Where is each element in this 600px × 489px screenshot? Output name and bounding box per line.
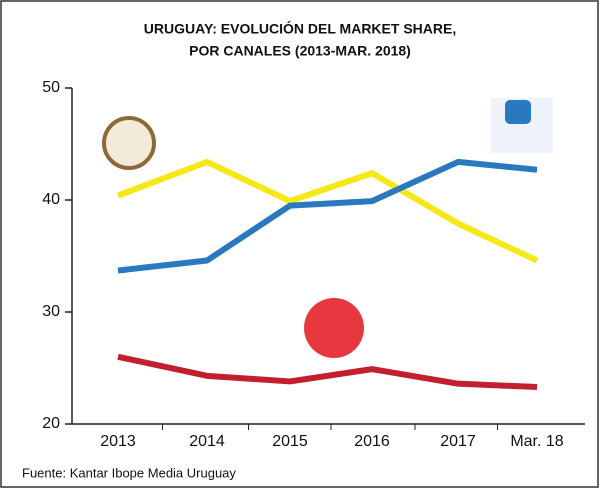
- x-tick-label: 2016: [354, 433, 390, 450]
- series-line: [116, 158, 539, 264]
- chart-title: URUGUAY: EVOLUCIÓN DEL MARKET SHARE,: [144, 20, 456, 37]
- x-tick-label: 2014: [189, 433, 225, 450]
- chart-title: POR CANALES (2013-MAR. 2018): [189, 43, 411, 59]
- y-tick-label: 30: [42, 303, 60, 320]
- source: Fuente: Kantar Ibope Media Uruguay: [22, 465, 236, 480]
- series-line: [117, 353, 538, 391]
- x-tick-label: 2013: [100, 433, 136, 450]
- series-line: [117, 158, 538, 274]
- y-tick-label: 40: [42, 191, 60, 208]
- logo: [102, 98, 553, 358]
- y-tick-label: 50: [42, 79, 60, 96]
- x-tick-label: Mar. 18: [510, 433, 563, 450]
- x-tick-label: 2015: [272, 433, 308, 450]
- y-tick-label: 20: [42, 415, 60, 432]
- x-tick-label: 2017: [440, 433, 476, 450]
